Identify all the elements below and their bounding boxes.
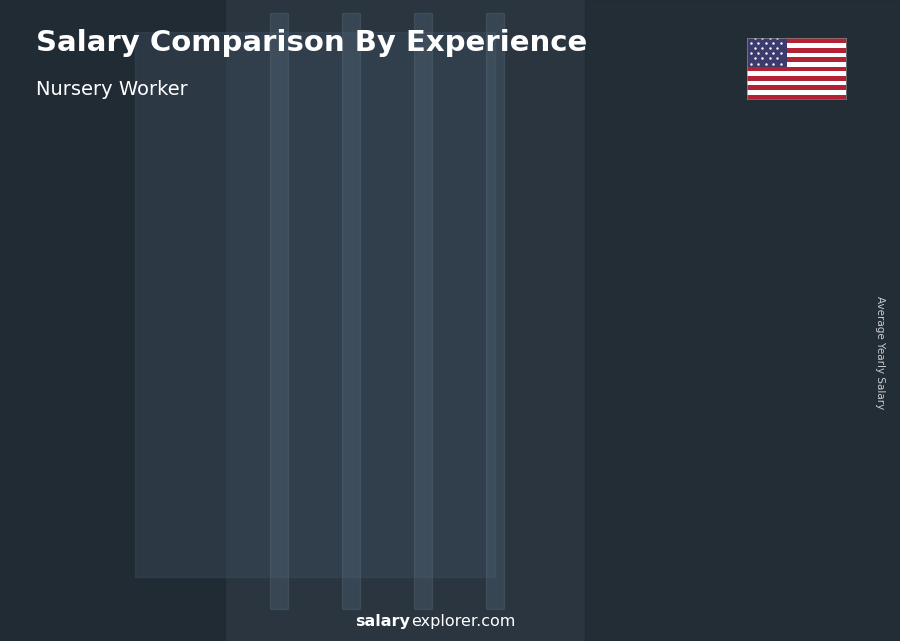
Bar: [347, 315, 415, 570]
Polygon shape: [335, 315, 347, 570]
Polygon shape: [592, 231, 605, 570]
Bar: [747, 90, 846, 95]
Bar: [476, 254, 544, 570]
Bar: [747, 53, 846, 57]
Bar: [747, 85, 846, 90]
Text: Average Yearly Salary: Average Yearly Salary: [875, 296, 886, 409]
Polygon shape: [335, 315, 415, 325]
Bar: [747, 38, 846, 43]
Text: +7%: +7%: [547, 153, 589, 171]
Text: salary: salary: [355, 615, 410, 629]
Polygon shape: [0, 0, 225, 641]
Bar: [747, 43, 846, 48]
Polygon shape: [270, 13, 288, 609]
Bar: [90, 427, 158, 570]
Text: 78,200 USD: 78,200 USD: [594, 211, 672, 224]
Bar: [747, 81, 846, 85]
Text: +38%: +38%: [284, 236, 338, 254]
Polygon shape: [464, 254, 544, 267]
Bar: [747, 71, 846, 76]
Polygon shape: [206, 385, 286, 393]
Text: Nursery Worker: Nursery Worker: [36, 80, 188, 99]
Bar: [747, 57, 846, 62]
Text: 73,000 USD: 73,000 USD: [464, 233, 542, 246]
Text: Salary Comparison By Experience: Salary Comparison By Experience: [36, 29, 587, 57]
Polygon shape: [342, 13, 360, 609]
Polygon shape: [592, 231, 672, 245]
Polygon shape: [77, 427, 158, 432]
Polygon shape: [464, 254, 476, 570]
Text: 83,400 USD: 83,400 USD: [734, 188, 813, 201]
Bar: [747, 76, 846, 81]
Bar: [605, 231, 672, 570]
Polygon shape: [486, 13, 504, 609]
Text: +7%: +7%: [676, 139, 717, 157]
Polygon shape: [135, 32, 495, 577]
Text: 59,000 USD: 59,000 USD: [335, 294, 413, 307]
Polygon shape: [414, 13, 432, 609]
Bar: [747, 95, 846, 99]
Bar: [747, 62, 846, 67]
Text: +29%: +29%: [155, 315, 209, 333]
Bar: [734, 209, 801, 570]
Polygon shape: [585, 0, 900, 641]
Polygon shape: [721, 209, 801, 224]
Bar: [747, 48, 846, 53]
Polygon shape: [721, 209, 734, 570]
Text: 33,200 USD: 33,200 USD: [59, 406, 138, 419]
Polygon shape: [206, 385, 219, 570]
Bar: [747, 38, 787, 67]
Bar: [219, 385, 286, 570]
Text: 42,700 USD: 42,700 USD: [198, 365, 277, 378]
Polygon shape: [77, 427, 90, 570]
Bar: [747, 67, 846, 71]
Text: +24%: +24%: [412, 162, 466, 180]
Text: explorer.com: explorer.com: [411, 615, 516, 629]
